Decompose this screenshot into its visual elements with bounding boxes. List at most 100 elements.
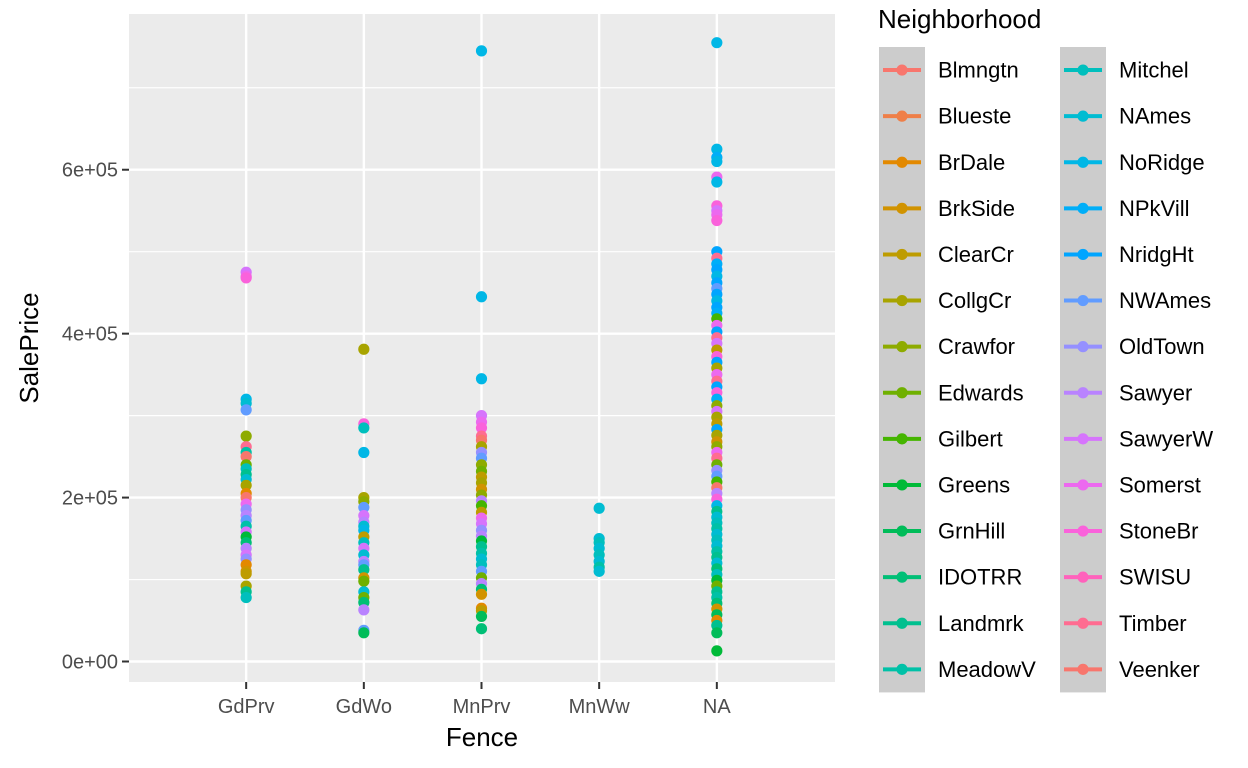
legend-key-point bbox=[896, 571, 908, 583]
y-tick-label: 6e+05 bbox=[62, 160, 118, 182]
legend-key-point bbox=[1077, 294, 1089, 307]
legend-entry-label: Crawfor bbox=[938, 334, 1015, 359]
x-axis: GdPrv GdWo MnPrv MnWw NA bbox=[218, 682, 731, 718]
legend-entry-label: Gilbert bbox=[938, 426, 1003, 451]
legend-key-column bbox=[879, 47, 925, 693]
data-point bbox=[240, 272, 252, 284]
x-tick-label: MnPrv bbox=[453, 696, 511, 718]
legend-entry-label: StoneBr bbox=[1119, 519, 1199, 544]
legend-entry-label: NWAmes bbox=[1119, 288, 1211, 313]
x-tick-label: GdWo bbox=[336, 696, 392, 718]
legend-entry-label: IDOTRR bbox=[938, 565, 1022, 590]
legend-entry-label: Mitchel bbox=[1119, 58, 1189, 83]
y-axis: 0e+00 2e+05 4e+05 6e+05 bbox=[62, 160, 129, 674]
data-point bbox=[475, 291, 488, 303]
legend-entry-label: ClearCr bbox=[938, 242, 1014, 267]
legend-key-point bbox=[1077, 387, 1089, 399]
data-point bbox=[358, 446, 370, 459]
data-point bbox=[711, 143, 723, 155]
data-point bbox=[475, 373, 488, 385]
data-point bbox=[593, 565, 605, 577]
data-point bbox=[593, 502, 605, 514]
legend-entry-label: NoRidge bbox=[1119, 150, 1205, 175]
legend-entry-label: Blmngtn bbox=[938, 58, 1019, 83]
data-point bbox=[475, 45, 488, 57]
data-point bbox=[711, 176, 723, 188]
y-tick-label: 4e+05 bbox=[62, 324, 118, 346]
y-axis-title: SalePrice bbox=[14, 292, 44, 403]
data-point bbox=[358, 575, 370, 587]
data-points bbox=[240, 37, 723, 657]
data-point bbox=[240, 404, 252, 416]
legend-key-point bbox=[896, 525, 908, 537]
data-point bbox=[240, 451, 252, 463]
data-point bbox=[358, 604, 370, 616]
legend-entry-label: SawyerW bbox=[1119, 426, 1213, 451]
x-tick-label: NA bbox=[703, 696, 731, 718]
legend-key-point bbox=[896, 663, 908, 675]
legend-key-point bbox=[896, 248, 908, 261]
legend-key-point bbox=[896, 617, 908, 629]
x-axis-title: Fence bbox=[446, 722, 518, 752]
data-point bbox=[358, 564, 370, 576]
legend-entry-label: SWISU bbox=[1119, 565, 1191, 590]
legend-key-point bbox=[896, 202, 908, 214]
legend-entry-label: Veenker bbox=[1119, 657, 1200, 682]
legend-entry-label: Timber bbox=[1119, 611, 1187, 636]
data-point bbox=[711, 155, 723, 168]
legend-key-point bbox=[896, 156, 908, 168]
x-tick-label: MnWw bbox=[569, 696, 631, 718]
data-point bbox=[358, 627, 370, 639]
data-point bbox=[711, 37, 723, 49]
legend-key-point bbox=[896, 341, 908, 353]
legend-title: Neighborhood bbox=[878, 4, 1041, 34]
data-point bbox=[358, 501, 370, 514]
legend-key-point bbox=[896, 479, 908, 491]
legend-key-point bbox=[896, 64, 908, 76]
legend-entry-label: GrnHill bbox=[938, 519, 1005, 544]
legend-key-point bbox=[1077, 341, 1089, 353]
legend-entry-label: NridgHt bbox=[1119, 242, 1194, 267]
legend-key-point bbox=[1077, 433, 1089, 445]
legend-entry-label: BrkSide bbox=[938, 196, 1015, 221]
data-point bbox=[711, 627, 723, 639]
y-tick-label: 2e+05 bbox=[62, 488, 118, 510]
data-point bbox=[475, 610, 488, 623]
legend-entry-label: Edwards bbox=[938, 380, 1024, 405]
data-point bbox=[358, 343, 370, 355]
legend-key-point bbox=[1077, 571, 1089, 583]
legend-key-point bbox=[896, 433, 908, 445]
data-point bbox=[240, 591, 252, 604]
legend-key-column bbox=[1060, 47, 1106, 693]
legend-key-point bbox=[1077, 110, 1089, 122]
legend-key-point bbox=[1077, 617, 1089, 629]
legend-entry-label: MeadowV bbox=[938, 657, 1036, 682]
legend-key-point bbox=[1077, 248, 1089, 261]
legend: Neighborhood Blmngtn Blueste BrDale BrkSide… bbox=[878, 4, 1213, 693]
x-tick-label: GdPrv bbox=[218, 696, 275, 718]
legend-entry-label: Somerst bbox=[1119, 472, 1201, 497]
legend-entry-label: BrDale bbox=[938, 150, 1005, 175]
legend-entry-label: NPkVill bbox=[1119, 196, 1190, 221]
legend-key-point bbox=[896, 294, 908, 307]
data-point bbox=[475, 422, 488, 434]
legend-entry-label: Greens bbox=[938, 472, 1010, 497]
legend-entry-label: Sawyer bbox=[1119, 380, 1192, 405]
legend-key-point bbox=[1077, 525, 1089, 537]
legend-key-point bbox=[1077, 202, 1089, 214]
legend-entry-label: Blueste bbox=[938, 104, 1011, 129]
data-point bbox=[475, 588, 488, 600]
y-tick-label: 0e+00 bbox=[62, 652, 118, 674]
legend-key-point bbox=[1077, 156, 1089, 168]
legend-entry-label: NAmes bbox=[1119, 104, 1191, 129]
legend-entry-label: OldTown bbox=[1119, 334, 1205, 359]
legend-entry-label: CollgCr bbox=[938, 288, 1011, 313]
data-point bbox=[711, 214, 723, 227]
legend-entry-label: Landmrk bbox=[938, 611, 1025, 636]
data-point bbox=[358, 422, 370, 434]
data-point bbox=[240, 430, 252, 442]
data-point bbox=[240, 568, 252, 580]
legend-key-point bbox=[896, 110, 908, 122]
legend-key-point bbox=[896, 387, 908, 399]
